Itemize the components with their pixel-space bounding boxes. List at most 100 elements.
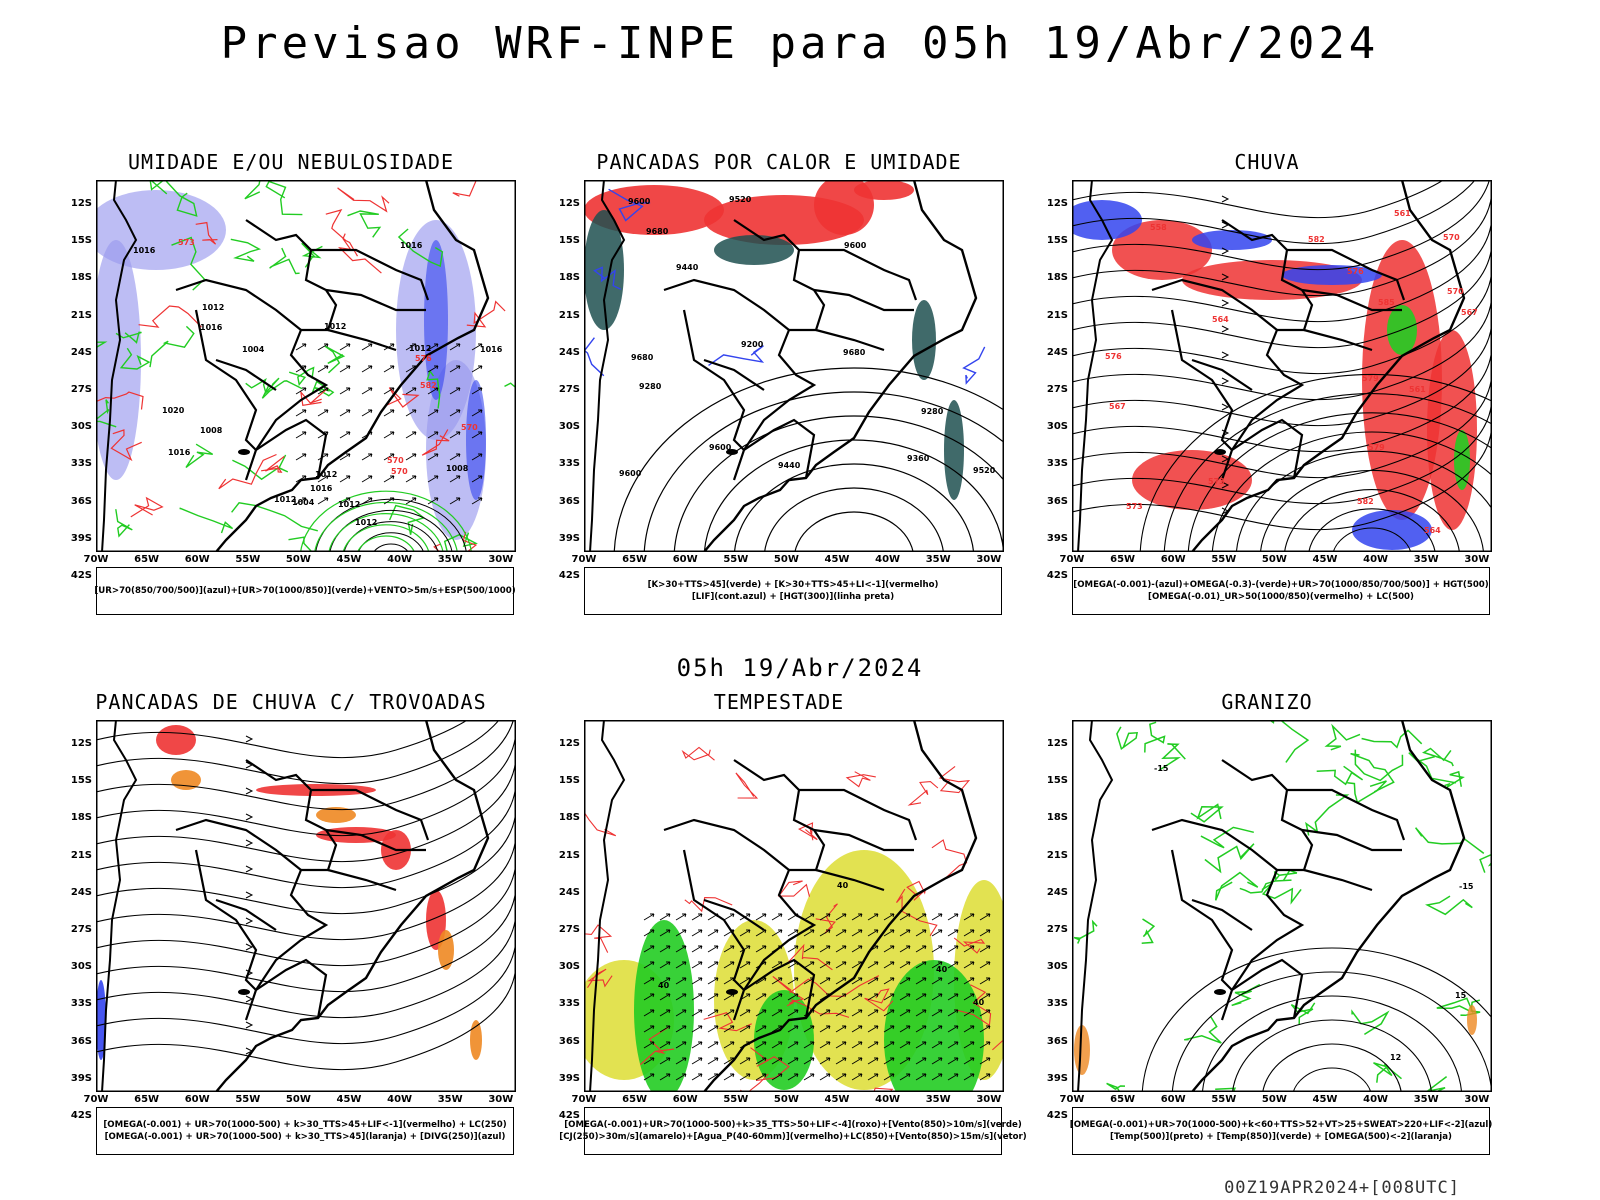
wind-vector (803, 945, 815, 953)
temperature-850-contour (1350, 752, 1395, 793)
wind-vector (931, 961, 943, 969)
wind-vector (723, 1009, 735, 1017)
longitude-label: 45W (824, 1094, 850, 1105)
latitude-label: 12S (558, 738, 580, 749)
wind-vector (979, 913, 991, 921)
latitude-label: 42S (1046, 1110, 1068, 1121)
latitude-label: 42S (1046, 570, 1068, 581)
wind-vector (383, 497, 395, 505)
thickness-contour (466, 300, 506, 328)
wind-vector (295, 453, 307, 461)
latitude-label: 18S (558, 812, 580, 824)
latitude-label: 39S (70, 532, 92, 544)
humidity-low-contour (342, 524, 430, 552)
humidity-low-contour (288, 536, 313, 552)
wind-vector (963, 1041, 975, 1049)
wind-vector (675, 1025, 687, 1033)
longitude-label: 65W (134, 1094, 160, 1105)
wind-vector (643, 1025, 655, 1033)
thickness-contour (195, 221, 218, 245)
wind-vector (851, 1057, 863, 1065)
longitude-label: 40W (875, 1094, 901, 1105)
precipitable-water-contour (864, 988, 894, 1012)
contour-label: 567 (1109, 402, 1126, 411)
temperature-850-contour (1214, 871, 1259, 901)
panel-title: PANCADAS POR CALOR E UMIDADE (596, 150, 962, 174)
temperature-850-contour (1106, 1082, 1126, 1092)
wind-vector (787, 1073, 799, 1081)
streamline (1072, 369, 1492, 479)
wind-vector (755, 993, 767, 1001)
contour-label: 40 (973, 998, 985, 1007)
panel-pancadas-por-calor-e-umidade: PANCADAS POR CALOR E UMIDADE 12S 15S 18S 21S… (544, 150, 1014, 630)
latitude-label: 18S (70, 272, 92, 284)
country-border (325, 828, 426, 852)
contour-label: 1016 (133, 246, 156, 255)
temperature-850-contour (1190, 803, 1224, 823)
contour-label: 9600 (844, 241, 867, 250)
wind-vector (899, 993, 911, 1001)
wind-vector (851, 913, 863, 921)
humidity-low-contour (397, 228, 444, 268)
longitude-label: 65W (1110, 554, 1136, 565)
wind-vector (675, 945, 687, 953)
streamline (1072, 343, 1492, 453)
wind-vector (931, 1073, 943, 1081)
longitude-label: 45W (336, 1094, 362, 1105)
wind-vector (755, 1025, 767, 1033)
wind-vector (659, 993, 671, 1001)
precipitable-water-contour (992, 1040, 1004, 1051)
contour-label: 1012 (338, 500, 360, 509)
legend-line: [UR>70(850/700/500)](azul)+[UR>70(1000/8… (94, 586, 516, 596)
panel-title: PANCADAS DE CHUVA C/ TROVOADAS (95, 690, 487, 714)
wind-vector (339, 453, 351, 461)
country-border (194, 849, 258, 991)
country-border (743, 418, 816, 479)
country-border (1151, 818, 1278, 871)
contour-label: 1016 (310, 484, 333, 493)
contour-label: 40 (936, 965, 948, 974)
wind-vector (755, 913, 767, 921)
wind-vector (851, 1073, 863, 1081)
contour-label: 567 (1461, 308, 1478, 317)
contour-label: 1004 (242, 345, 265, 354)
country-border (325, 288, 426, 312)
wind-vector (803, 1073, 815, 1081)
shower-area (438, 930, 454, 970)
streamline (96, 883, 516, 993)
thickness-contour (218, 453, 277, 490)
wind-vector (755, 1041, 767, 1049)
latitude-label: 27S (70, 924, 92, 935)
wind-vector (883, 929, 895, 937)
latitude-label: 15S (558, 775, 580, 787)
precipitable-water-contour (703, 1012, 752, 1032)
humidity-low-contour (438, 532, 478, 552)
map-frame (584, 180, 1004, 552)
temperature-850-contour (1324, 723, 1361, 751)
wind-vector (931, 1009, 943, 1017)
humidity-low-contour (179, 507, 234, 534)
humidity-high-area (96, 190, 226, 270)
longitude-label: 55W (1211, 554, 1237, 565)
wind-vector (361, 475, 373, 483)
contour-label: 573 (178, 238, 195, 247)
country-border (1220, 219, 1314, 481)
wind-vector (915, 1073, 927, 1081)
latitude-label: 18S (70, 812, 92, 824)
wind-vector (659, 1009, 671, 1017)
main-title: Previsao WRF-INPE para 05h 19/Abr/2024 (220, 18, 1380, 69)
contour-label: 1012 (274, 495, 296, 504)
panel-title: UMIDADE E/OU NEBULOSIDADE (127, 150, 455, 174)
longitude-label: 70W (571, 1094, 597, 1105)
forecast-date-label: 05h 19/Abr/2024 (676, 654, 924, 682)
contour-label: 9600 (628, 197, 651, 206)
longitude-label: 60W (672, 554, 698, 565)
latitude-label: 21S (1046, 849, 1068, 861)
streamline (96, 805, 516, 915)
humidity-low-contour (357, 535, 415, 552)
humidity-low-contour (119, 347, 151, 370)
temperature-500-contour (1171, 971, 1492, 1092)
country-border (1287, 788, 1406, 841)
lifted-index-contour (593, 266, 622, 290)
wind-vector (383, 453, 395, 461)
